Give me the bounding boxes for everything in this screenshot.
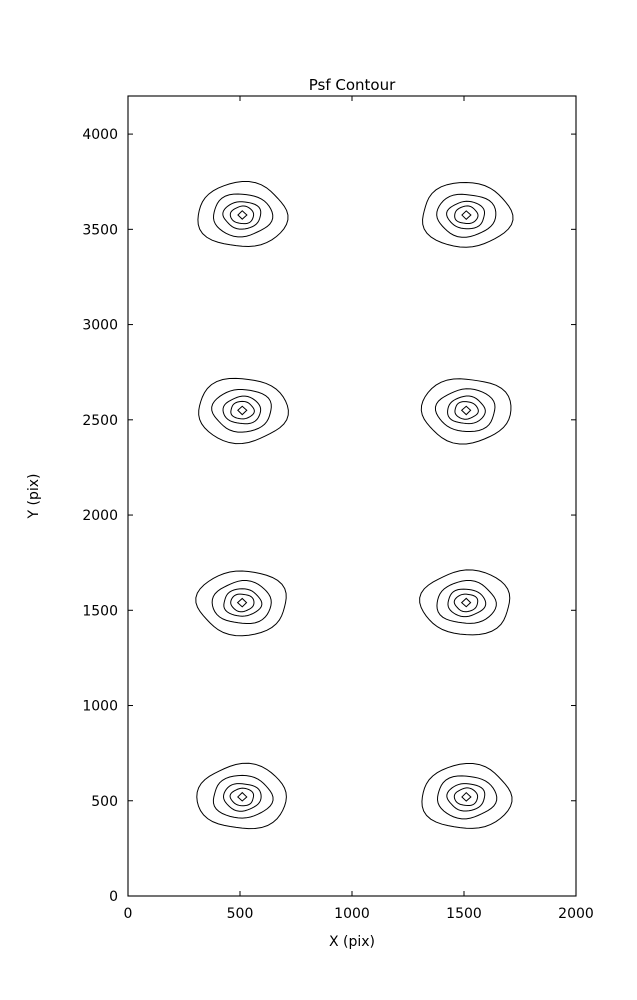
- contour-level-4: [460, 597, 472, 608]
- contour-level-0: [195, 570, 287, 637]
- psf-source-contour: [197, 181, 289, 248]
- contour-level-1: [211, 388, 272, 433]
- x-axis-ticklabels: 0 500 1000 1500 2000: [124, 906, 594, 922]
- contour-level-1: [437, 775, 498, 820]
- x-tick-label: 0: [124, 906, 133, 922]
- page-title: Psf Contour: [309, 76, 396, 94]
- x-tick-label: 1500: [446, 906, 482, 922]
- contour-level-2: [446, 783, 486, 812]
- contour-level-3: [454, 401, 479, 420]
- contour-level-0: [420, 378, 512, 445]
- x-axis-ticks: [127, 96, 577, 896]
- psf-source-contour: [419, 569, 511, 636]
- y-tick-label: 1500: [82, 603, 118, 619]
- y-tick-label: 4000: [82, 127, 118, 143]
- contour-level-4: [460, 405, 472, 416]
- contour-level-3: [453, 787, 479, 807]
- contour-level-2: [222, 201, 262, 230]
- contour-level-1: [436, 580, 497, 624]
- contour-level-0: [197, 181, 289, 248]
- contour-level-4: [461, 210, 472, 220]
- contour-set: [195, 181, 514, 830]
- contour-level-2: [222, 395, 262, 425]
- contour-level-3: [229, 205, 255, 225]
- contour-level-3: [230, 593, 255, 613]
- x-tick-label: 2000: [558, 906, 594, 922]
- y-tick-label: 1000: [82, 699, 118, 715]
- contour-level-4: [237, 791, 248, 802]
- axes-frame: [127, 95, 577, 897]
- psf-source-contour: [420, 378, 512, 445]
- contour-level-0: [196, 762, 287, 830]
- contour-level-1: [213, 193, 274, 238]
- psf-source-contour: [198, 377, 289, 445]
- contour-level-1: [211, 579, 272, 625]
- contour-level-2: [447, 395, 486, 425]
- x-tick-label: 1000: [334, 906, 370, 922]
- psf-source-contour: [196, 762, 287, 830]
- y-tick-label: 2500: [82, 413, 118, 429]
- contour-level-2: [447, 588, 487, 618]
- contour-level-1: [212, 774, 274, 819]
- contour-level-2: [223, 588, 263, 617]
- y-tick-label: 3500: [82, 222, 118, 238]
- contour-level-0: [422, 181, 514, 248]
- psf-source-contour: [421, 762, 513, 829]
- contour-level-3: [454, 205, 479, 225]
- y-tick-label: 2000: [82, 508, 118, 524]
- y-axis-ticks: [128, 133, 576, 897]
- contour-level-0: [419, 569, 511, 636]
- contour-level-2: [222, 783, 262, 812]
- y-tick-label: 3000: [82, 318, 118, 334]
- psf-source-contour: [422, 181, 514, 248]
- contour-level-4: [237, 210, 248, 220]
- y-tick-label: 0: [109, 889, 118, 905]
- x-axis-label: X (pix): [329, 934, 375, 950]
- contour-level-3: [230, 400, 255, 420]
- contour-level-3: [229, 787, 255, 807]
- contour-level-4: [461, 791, 472, 802]
- x-tick-label: 500: [227, 906, 254, 922]
- contour-level-1: [436, 193, 497, 238]
- y-axis-label: Y (pix): [26, 474, 42, 520]
- contour-level-1: [434, 388, 496, 433]
- contour-level-4: [236, 597, 248, 608]
- contour-level-0: [421, 762, 513, 829]
- psf-source-contour: [195, 570, 287, 637]
- contour-level-4: [237, 405, 248, 416]
- contour-level-0: [198, 377, 289, 445]
- contour-level-3: [453, 593, 479, 613]
- y-axis-ticklabels: 0 500 1000 1500 2000 2500 3000 3500 4000: [82, 127, 118, 905]
- y-tick-label: 500: [91, 794, 118, 810]
- contour-level-2: [446, 200, 486, 230]
